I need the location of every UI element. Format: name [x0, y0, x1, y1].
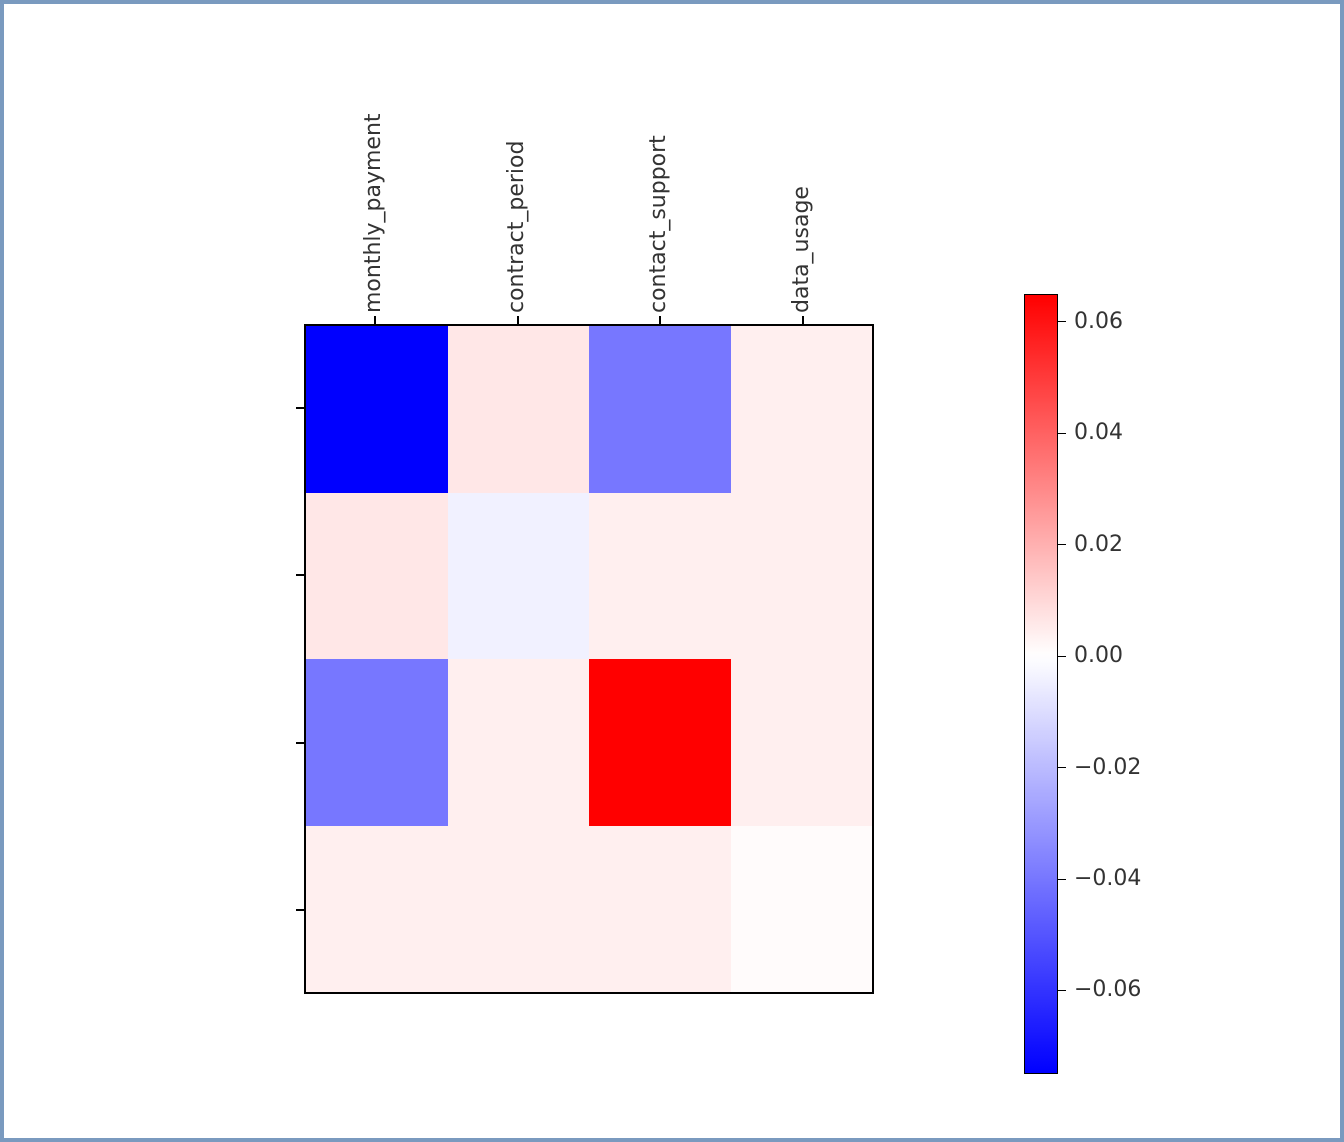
y-tick — [296, 909, 304, 911]
colorbar-tick-label: −0.06 — [1074, 977, 1141, 1002]
colorbar — [1024, 294, 1058, 1074]
x-axis-label: contact_support — [646, 135, 671, 313]
colorbar-tick — [1058, 433, 1066, 434]
colorbar-tick-label: 0.02 — [1074, 532, 1123, 557]
x-axis-label: contract_period — [504, 141, 529, 313]
heatmap-cell — [448, 659, 590, 826]
colorbar-tick — [1058, 656, 1066, 657]
x-axis-label: monthly_payment — [361, 113, 386, 313]
heatmap-cell — [448, 826, 590, 993]
heatmap-cell — [731, 326, 873, 493]
y-tick — [296, 407, 304, 409]
heatmap-cell — [589, 493, 731, 660]
colorbar-tick-label: −0.04 — [1074, 866, 1141, 891]
x-axis-label: data_usage — [789, 186, 814, 313]
heatmap-cell — [589, 826, 731, 993]
heatmap-cell — [589, 659, 731, 826]
heatmap-cell — [589, 326, 731, 493]
heatmap-cell — [306, 826, 448, 993]
heatmap-cell — [448, 493, 590, 660]
colorbar-tick-label: 0.04 — [1074, 420, 1123, 445]
heatmap-grid — [304, 324, 874, 994]
colorbar-tick — [1058, 544, 1066, 545]
heatmap-cell — [731, 826, 873, 993]
heatmap-cell — [306, 493, 448, 660]
y-tick — [296, 574, 304, 576]
x-tick — [374, 316, 376, 324]
colorbar-tick — [1058, 879, 1066, 880]
colorbar-tick-label: −0.02 — [1074, 755, 1141, 780]
colorbar-tick — [1058, 767, 1066, 768]
x-tick — [517, 316, 519, 324]
colorbar-tick — [1058, 990, 1066, 991]
colorbar-gradient — [1025, 295, 1057, 1073]
colorbar-tick-label: 0.00 — [1074, 643, 1123, 668]
x-tick — [802, 316, 804, 324]
colorbar-tick — [1058, 321, 1066, 322]
heatmap-cell — [306, 326, 448, 493]
figure-frame: monthly_payment contract_period contact_su… — [0, 0, 1344, 1142]
x-tick — [659, 316, 661, 324]
heatmap-cell — [306, 659, 448, 826]
colorbar-tick-label: 0.06 — [1074, 309, 1123, 334]
heatmap-cell — [731, 493, 873, 660]
y-tick — [296, 742, 304, 744]
heatmap-cell — [731, 659, 873, 826]
heatmap-cell — [448, 326, 590, 493]
